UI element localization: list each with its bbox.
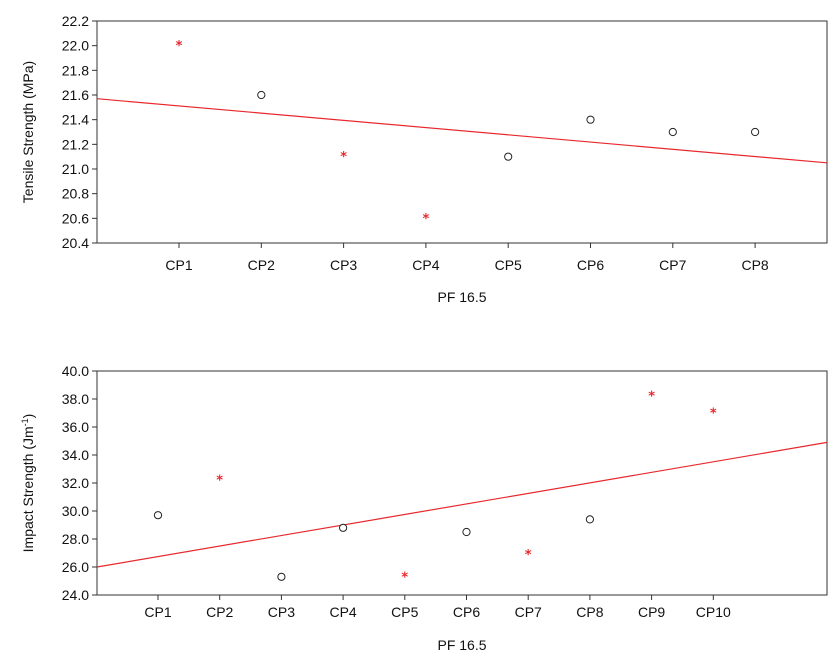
impact-y-axis: 24.0 26.0 28.0 30.0 32.0 34.0 36.0 38.0 40.0 xyxy=(62,363,97,603)
impact-point-star: * xyxy=(648,390,655,405)
impact-x-tick-label: CP2 xyxy=(206,604,233,620)
impact-x-axis-title: PF 16.5 xyxy=(437,637,486,653)
impact-point-star: * xyxy=(216,474,223,489)
impact-y-axis-title-end: ) xyxy=(20,414,36,419)
impact-point-circle xyxy=(339,523,348,532)
tensile-y-tick-label: 21.0 xyxy=(62,161,89,177)
impact-strength-chart: 24.0 26.0 28.0 30.0 32.0 34.0 36.0 38.0 40.0 CP1… xyxy=(20,363,828,653)
tensile-data-points: * * * xyxy=(176,39,760,227)
tensile-point-circle xyxy=(586,115,595,124)
impact-data-points: * * * * * xyxy=(153,390,717,585)
impact-y-tick-label: 28.0 xyxy=(62,531,89,547)
tensile-point-star: * xyxy=(340,150,347,165)
impact-y-tick-label: 36.0 xyxy=(62,419,89,435)
impact-x-tick-label: CP5 xyxy=(391,604,418,620)
impact-x-tick-label: CP10 xyxy=(696,604,731,620)
impact-y-tick-label: 38.0 xyxy=(62,391,89,407)
tensile-point-star: * xyxy=(422,212,429,227)
impact-point-star: * xyxy=(710,407,717,422)
impact-y-tick-label: 32.0 xyxy=(62,475,89,491)
tensile-x-tick-label: CP4 xyxy=(412,257,439,273)
impact-plot-frame xyxy=(96,370,828,596)
impact-x-axis: CP1 CP2 CP3 CP4 CP5 CP6 CP7 CP8 CP9 CP10 xyxy=(144,595,731,620)
impact-y-tick-label: 40.0 xyxy=(62,363,89,379)
tensile-x-tick-label: CP7 xyxy=(659,257,686,273)
impact-y-tick-label: 26.0 xyxy=(62,559,89,575)
tensile-plot-frame xyxy=(96,20,828,244)
tensile-x-tick-label: CP8 xyxy=(741,257,768,273)
tensile-y-tick-label: 21.2 xyxy=(62,136,89,152)
impact-y-tick-label: 24.0 xyxy=(62,587,89,603)
tensile-y-tick-label: 20.8 xyxy=(62,186,89,202)
tensile-x-tick-label: CP2 xyxy=(248,257,275,273)
impact-x-tick-label: CP3 xyxy=(268,604,295,620)
impact-y-tick-label: 34.0 xyxy=(62,447,89,463)
tensile-y-tick-label: 20.6 xyxy=(62,210,89,226)
impact-y-axis-title: Impact Strength (Jm-1) xyxy=(20,414,36,553)
impact-x-tick-label: CP7 xyxy=(515,604,542,620)
impact-point-circle xyxy=(462,527,471,537)
tensile-point-star: * xyxy=(176,39,183,54)
impact-y-tick-label: 30.0 xyxy=(62,503,89,519)
tensile-y-tick-label: 20.4 xyxy=(62,235,89,251)
tensile-y-tick-label: 22.0 xyxy=(62,38,89,54)
tensile-x-axis-title: PF 16.5 xyxy=(437,289,486,305)
impact-x-tick-label: CP9 xyxy=(638,604,665,620)
tensile-y-axis-title: Tensile Strength (MPa) xyxy=(20,61,36,203)
impact-point-star: * xyxy=(401,570,408,585)
tensile-point-circle xyxy=(257,90,266,100)
tensile-point-circle xyxy=(751,127,760,137)
tensile-y-tick-label: 21.6 xyxy=(62,87,89,103)
impact-point-circle xyxy=(153,511,163,520)
impact-x-tick-label: CP8 xyxy=(576,604,603,620)
tensile-trendline xyxy=(96,98,828,164)
impact-x-tick-label: CP4 xyxy=(329,604,356,620)
impact-point-circle xyxy=(277,572,286,581)
tensile-x-tick-label: CP1 xyxy=(165,257,192,273)
tensile-point-circle xyxy=(504,152,513,161)
impact-point-star: * xyxy=(525,548,532,563)
impact-y-axis-title-sup: -1 xyxy=(20,418,30,426)
tensile-y-tick-label: 22.2 xyxy=(62,13,89,29)
impact-trendline xyxy=(96,441,828,568)
tensile-x-tick-label: CP6 xyxy=(577,257,604,273)
impact-point-circle xyxy=(585,515,595,524)
tensile-x-axis: CP1 CP2 CP3 CP4 CP5 CP6 CP7 CP8 xyxy=(165,243,769,273)
impact-x-tick-label: CP6 xyxy=(453,604,480,620)
tensile-y-tick-label: 21.4 xyxy=(62,112,89,128)
tensile-y-axis: 20.4 20.6 20.8 21.0 21.2 21.4 21.6 21.8 22.0 22.2 xyxy=(62,13,97,251)
impact-y-axis-title-main: Impact Strength (Jm xyxy=(20,426,36,552)
tensile-point-circle xyxy=(668,127,677,137)
tensile-x-tick-label: CP5 xyxy=(495,257,522,273)
tensile-y-tick-label: 21.8 xyxy=(62,62,89,78)
tensile-x-tick-label: CP3 xyxy=(330,257,357,273)
impact-x-tick-label: CP1 xyxy=(144,604,171,620)
tensile-strength-chart: 20.4 20.6 20.8 21.0 21.2 21.4 21.6 21.8 22.0 22.2… xyxy=(20,13,828,305)
